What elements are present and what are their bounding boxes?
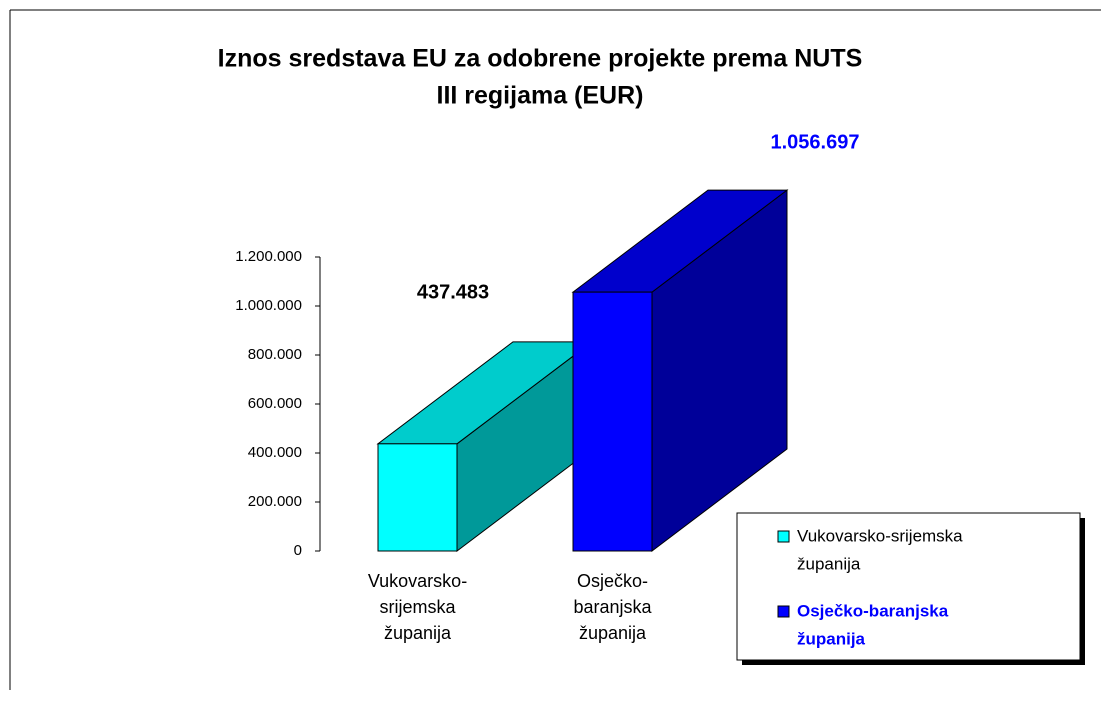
value-label: 437.483 [417,281,489,303]
x-tick-label: Vukovarsko- [368,571,467,591]
legend-label: Osječko-baranjska [797,601,949,620]
bar-top [378,341,592,444]
x-tick-label: županija [384,623,452,643]
legend-label: Vukovarsko-srijemska [797,526,963,545]
bar-side [457,341,592,551]
bar-top [573,190,787,293]
legend-swatch [777,530,790,543]
bar [572,291,653,552]
y-tick-label: 400.000 [248,444,302,461]
x-tick-label: županija [579,623,647,643]
bar-side [652,190,787,551]
chart-title: III regijama (EUR) [437,82,644,110]
legend-label: županija [797,554,861,573]
x-tick-label: baranjska [573,597,652,617]
x-tick-label: Osječko- [577,571,648,591]
value-label: 1.056.697 [771,131,860,153]
legend-label: županija [797,629,866,648]
y-tick-label: 200.000 [248,493,302,510]
legend [736,512,1081,661]
y-tick-label: 0 [294,542,302,559]
y-tick-label: 800.000 [248,346,302,363]
y-tick-label: 600.000 [248,395,302,412]
y-tick-label: 1.200.000 [235,248,302,265]
bar [377,443,458,552]
legend-swatch [777,605,790,618]
x-tick-label: srijemska [379,597,456,617]
y-tick-label: 1.000.000 [235,297,302,314]
chart-title: Iznos sredstava EU za odobrene projekte … [218,45,863,73]
